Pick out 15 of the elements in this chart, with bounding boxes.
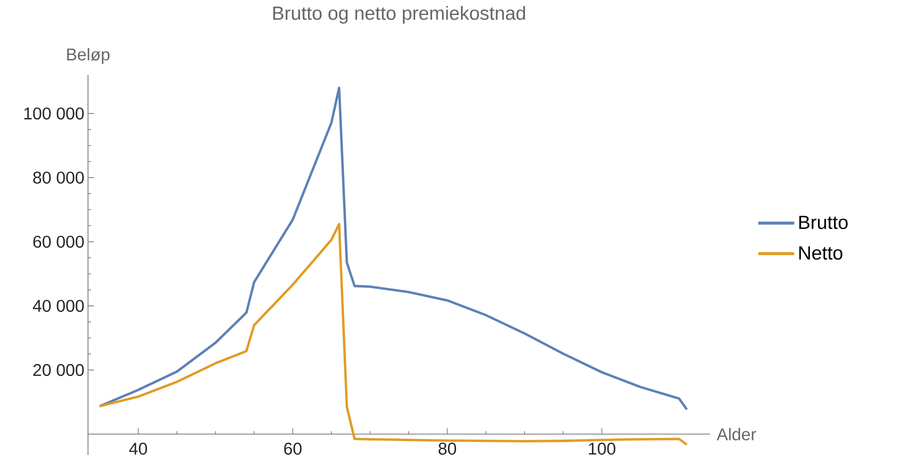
x-tick-label: 40 bbox=[129, 442, 148, 455]
y-tick-label: 20 000 bbox=[33, 364, 84, 376]
chart-title: Brutto og netto premiekostnad bbox=[273, 6, 526, 24]
y-tick-label: 40 000 bbox=[32, 300, 84, 312]
y-axis-title: Beløp bbox=[67, 48, 110, 64]
x-tick-label: 60 bbox=[284, 442, 302, 455]
y-tick-label: 80 000 bbox=[33, 172, 84, 184]
x-tick-label: 100 bbox=[588, 442, 616, 455]
x-tick-label: 80 bbox=[438, 442, 456, 455]
y-tick-label: 100 000 bbox=[24, 107, 84, 120]
y-tick-label: 60 000 bbox=[33, 236, 84, 248]
x-axis-title: Alder bbox=[716, 428, 756, 440]
line-series bbox=[98, 86, 688, 411]
legend-label: Netto bbox=[799, 246, 842, 260]
legend-label: Brutto bbox=[799, 216, 848, 230]
